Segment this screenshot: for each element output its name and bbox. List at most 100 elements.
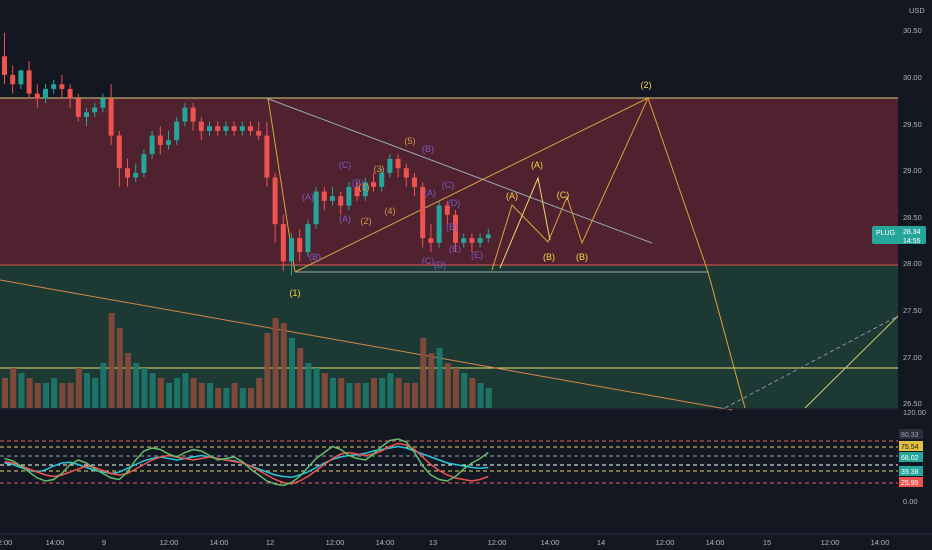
price-tick: 28.00 [903, 259, 922, 268]
time-tick: 12 [266, 538, 274, 547]
wave-label-purple: (A) [339, 214, 351, 224]
volume-bar [108, 313, 115, 408]
candle-body [346, 186, 352, 206]
wave-label-purple: (B) [446, 222, 458, 232]
last-price-tag [872, 226, 904, 244]
resistance-zone [0, 98, 898, 265]
rising-wedge-line [294, 97, 649, 273]
volume-bar [403, 383, 410, 408]
candle-body [75, 98, 81, 117]
candle-body [231, 126, 237, 131]
volume-bar [223, 388, 230, 408]
oscillator-line [4, 438, 489, 487]
candle-body [67, 88, 73, 99]
volume-bar [174, 378, 181, 408]
candle-body [43, 88, 48, 99]
time-axis: 2:00 14:00 9 12:00 14:00 12 12:00 14:00 … [0, 533, 932, 547]
candle-body [379, 172, 385, 187]
candle-body [371, 182, 376, 187]
time-tick: 12:00 [326, 538, 345, 547]
volume-bar [289, 338, 295, 408]
candle-body [207, 126, 212, 131]
volume-bar [256, 378, 263, 408]
candle-body [248, 126, 253, 131]
osc-level-tag [899, 466, 923, 476]
candle-body [264, 135, 270, 178]
wave-label-yellow: (1) [290, 288, 301, 298]
candle-body [198, 121, 204, 131]
time-tick: 12:00 [160, 538, 179, 547]
time-tick: 15 [763, 538, 771, 547]
candle-body [256, 130, 262, 136]
oscillator-pane [0, 408, 932, 487]
candle-body [18, 70, 24, 85]
candle-body [108, 98, 114, 136]
time-tick: 9 [102, 538, 106, 547]
triangle-upper-line [265, 97, 653, 244]
volume-bar [133, 363, 140, 408]
wave-label-purple: (E) [449, 244, 461, 254]
wave-label-purple: (D) [434, 260, 447, 270]
wave-label-orange: (1) [359, 182, 370, 192]
wave-label-orange: (5) [405, 136, 416, 146]
candle-body [485, 234, 491, 239]
candle-body [453, 214, 458, 243]
osc-level-label: 75.54 [901, 444, 919, 451]
wave-label-orange: (4) [385, 206, 396, 216]
wave-label-purple: (B) [352, 178, 364, 188]
price-tick: 28.50 [903, 213, 922, 222]
price-tick: 29.00 [903, 166, 922, 175]
volume-bar [305, 363, 312, 408]
volume-bar [207, 383, 213, 408]
time-tick: 14:00 [871, 538, 890, 547]
candle-body [272, 177, 278, 225]
volume-bar [272, 318, 279, 408]
wave-label-purple: (C) [442, 180, 455, 190]
volume-bar [280, 323, 287, 408]
time-tick: 12:00 [821, 538, 840, 547]
volume-bar [362, 383, 369, 408]
candle-body [395, 158, 401, 169]
volume-bar [313, 368, 320, 408]
osc-level-label: 68.02 [901, 455, 919, 462]
candle-body [428, 238, 434, 243]
candle-body [84, 112, 89, 117]
volume-bar [198, 383, 205, 408]
wave-label-yellow: (B) [576, 252, 588, 262]
candle-body [182, 107, 188, 122]
osc-level-label: 39.38 [901, 469, 919, 476]
wave-label-purple: (B) [422, 144, 434, 154]
volume-bar [346, 383, 353, 408]
volume-bar [485, 388, 492, 408]
volume-bar [354, 383, 361, 408]
wave-label-orange: (2) [361, 216, 372, 226]
candle-body [141, 154, 147, 173]
last-price-value: 28.34 [903, 229, 921, 236]
volume-bar [18, 373, 25, 408]
candle-body [403, 168, 409, 178]
time-tick: 14:00 [706, 538, 725, 547]
volume-bar [190, 378, 197, 408]
candle-body [100, 98, 106, 108]
volume-bar [469, 378, 476, 408]
candle-body [239, 126, 245, 131]
volume-bar [2, 378, 8, 408]
projection-path-yellow [499, 176, 551, 269]
candle-body [321, 191, 327, 201]
price-tick: 30.00 [903, 73, 922, 82]
projection-dashed-line [724, 315, 899, 409]
candle-body [157, 135, 163, 145]
wave-labels: (1) (2) (A) (A) (B) (B) (C) (B) (A) (C) … [290, 80, 652, 298]
price-tick: 29.50 [903, 120, 922, 129]
volume-bar [330, 378, 336, 408]
price-tick: 26.50 [903, 399, 922, 408]
wave-label-yellow: (A) [506, 191, 518, 201]
candle-body [149, 135, 155, 155]
osc-level-tag [899, 477, 923, 487]
volume-bar [379, 378, 386, 408]
candle-body [34, 93, 40, 99]
time-tick: 12:00 [488, 538, 507, 547]
price-axis: USD 30.50 30.00 29.50 29.00 28.50 28.00 … [872, 0, 932, 534]
volume-bar [395, 378, 402, 408]
